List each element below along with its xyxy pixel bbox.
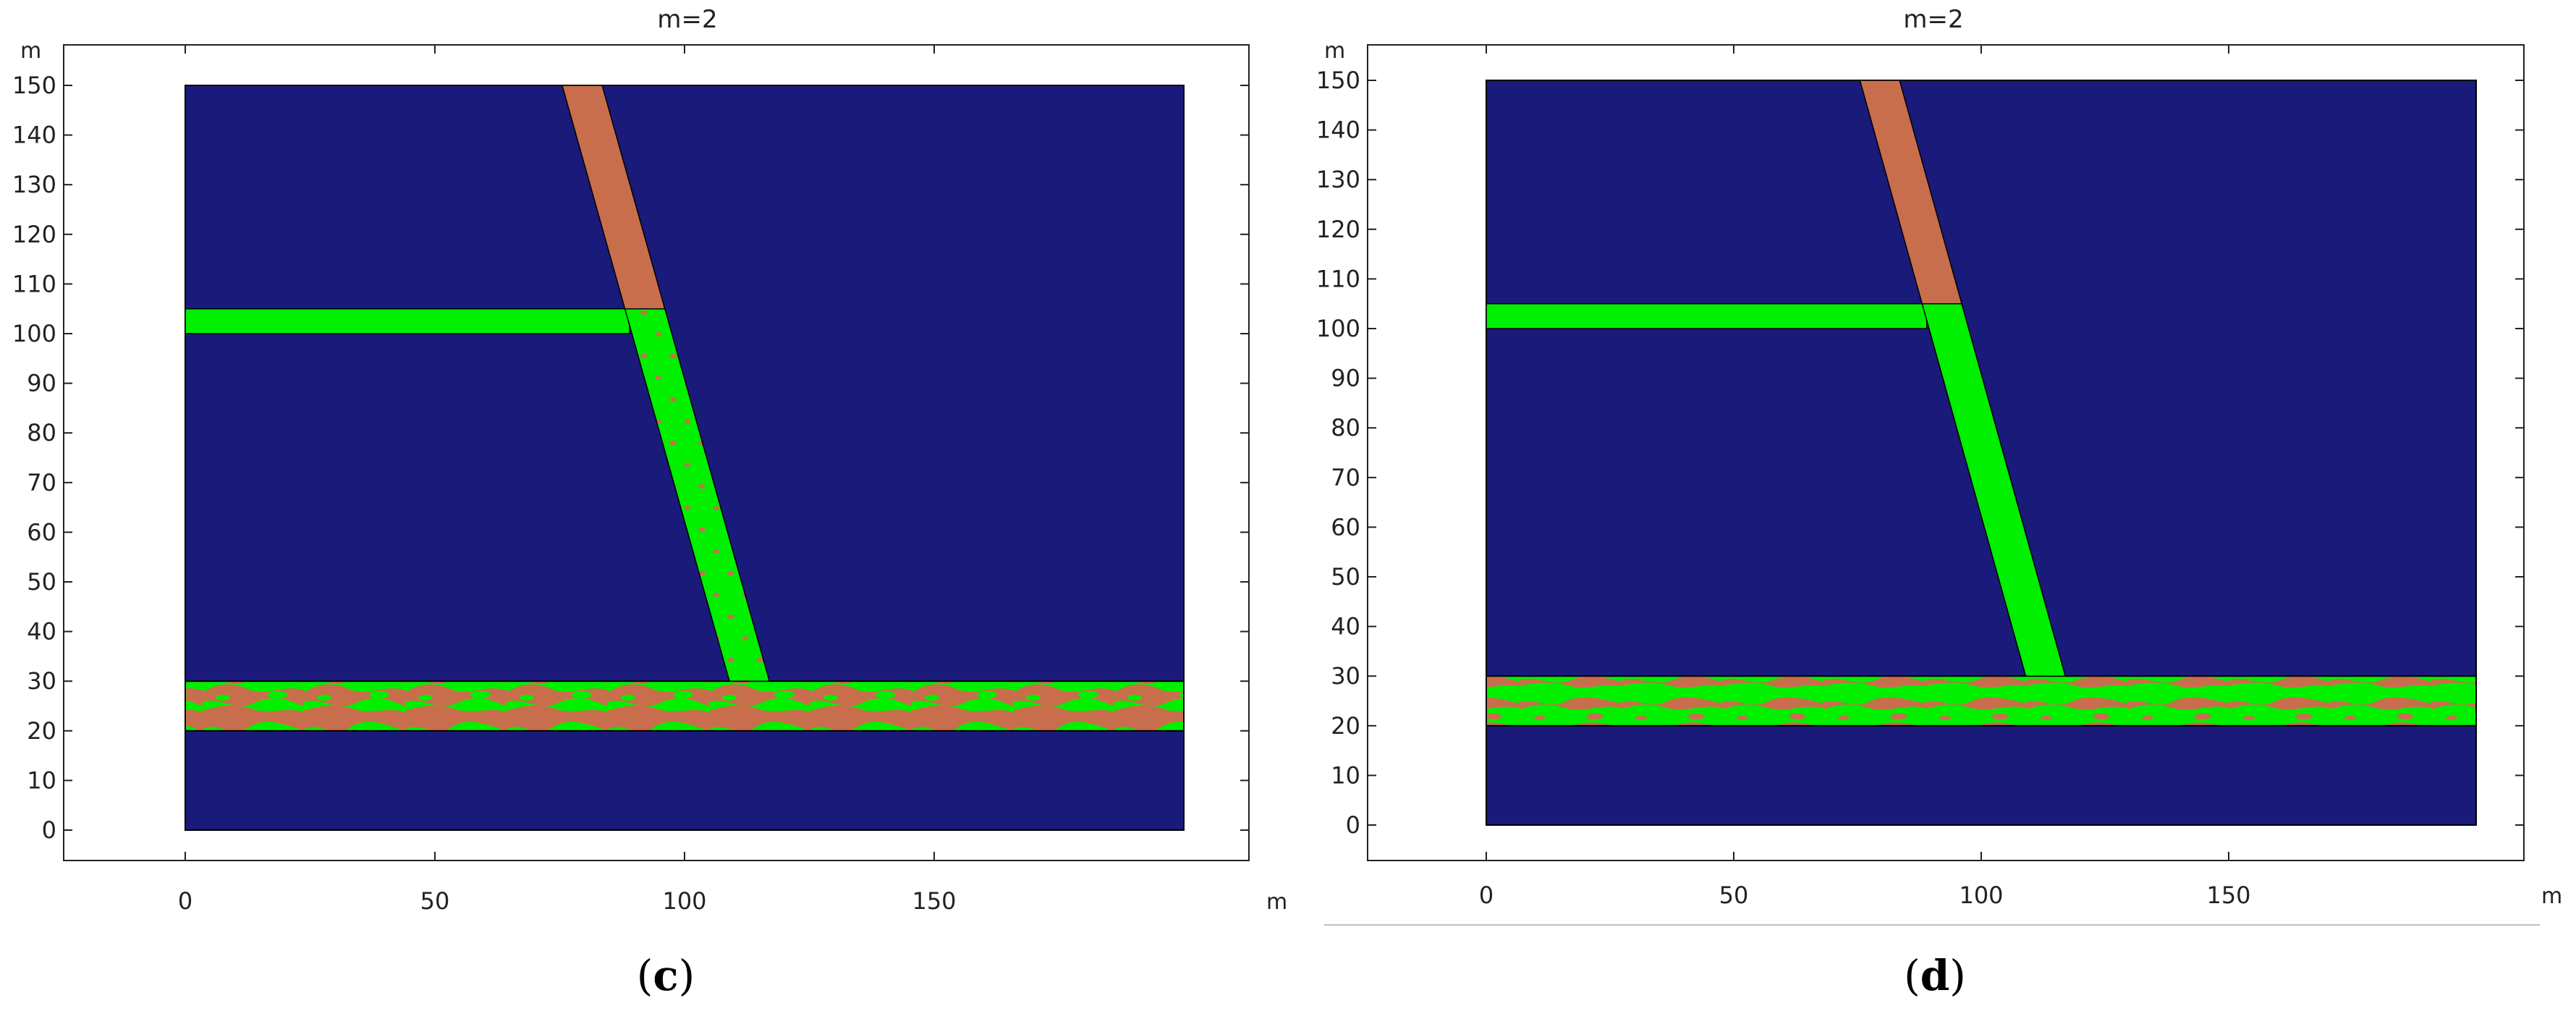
caption-close: ) [679,951,695,1000]
panel-caption: (d) [1904,951,1966,1000]
y-tick-label: 70 [27,469,56,496]
x-axis-unit: m [2541,884,2562,909]
y-tick-label: 50 [27,568,56,596]
y-tick-label: 60 [1331,513,1360,541]
fault-lower-segment [624,308,771,682]
y-tick-label: 90 [27,370,56,397]
x-axis-unit: m [1266,889,1287,915]
panel-d: m=2mm15014013012011010090807060504030201… [1316,5,2562,1000]
plot-title: m=2 [1903,5,1963,34]
y-tick-label: 50 [1331,563,1360,591]
x-tick-label: 50 [420,887,450,915]
x-tick-label: 150 [2206,881,2250,909]
x-tick-label: 0 [1479,881,1494,909]
y-tick-label: 80 [1331,414,1360,441]
x-tick-label: 100 [662,887,706,915]
y-tick-label: 140 [1316,117,1360,144]
y-tick-label: 80 [27,419,56,447]
y-tick-label: 40 [27,618,56,646]
upper-fracture [185,308,630,334]
y-tick-label: 70 [1331,464,1360,491]
panel-c: m=2mm15014013012011010090807060504030201… [12,5,1287,1000]
x-tick-label: 0 [178,887,192,915]
y-axis-unit: m [20,38,41,64]
y-tick-label: 120 [1316,216,1360,243]
y-tick-label: 30 [27,667,56,695]
caption-close: ) [1949,951,1966,1000]
panel-caption: (c) [637,951,695,1000]
y-tick-label: 100 [1316,315,1360,342]
y-tick-label: 20 [1331,712,1360,740]
y-axis-unit: m [1324,38,1345,64]
y-tick-label: 90 [1331,365,1360,392]
y-tick-label: 140 [12,122,56,149]
x-tick-label: 150 [912,887,956,915]
caption-open: ( [637,951,653,1000]
y-tick-label: 0 [42,816,56,844]
upper-fracture [1486,303,1928,329]
caption-letter: d [1920,951,1950,1000]
y-tick-label: 150 [12,72,56,99]
y-tick-label: 10 [1331,761,1360,789]
y-tick-label: 130 [12,171,56,198]
lower-fracture-zone [185,680,1185,732]
y-tick-label: 60 [27,518,56,546]
y-tick-label: 120 [12,221,56,248]
plot-title: m=2 [657,5,717,34]
y-tick-label: 100 [12,320,56,347]
y-tick-label: 110 [12,270,56,297]
y-tick-label: 110 [1316,265,1360,292]
y-tick-label: 30 [1331,662,1360,690]
x-tick-label: 50 [1719,881,1749,909]
x-tick-label: 100 [1959,881,2003,909]
caption-letter: c [653,951,678,1000]
y-tick-label: 130 [1316,166,1360,193]
fault-lower-segment [1921,303,2067,677]
y-tick-label: 0 [1346,811,1360,839]
y-tick-label: 150 [1316,67,1360,94]
y-tick-label: 40 [1331,613,1360,640]
caption-open: ( [1904,951,1920,1000]
lower-fracture-zone [1486,675,2477,727]
y-tick-label: 20 [27,717,56,745]
y-tick-label: 10 [27,766,56,794]
